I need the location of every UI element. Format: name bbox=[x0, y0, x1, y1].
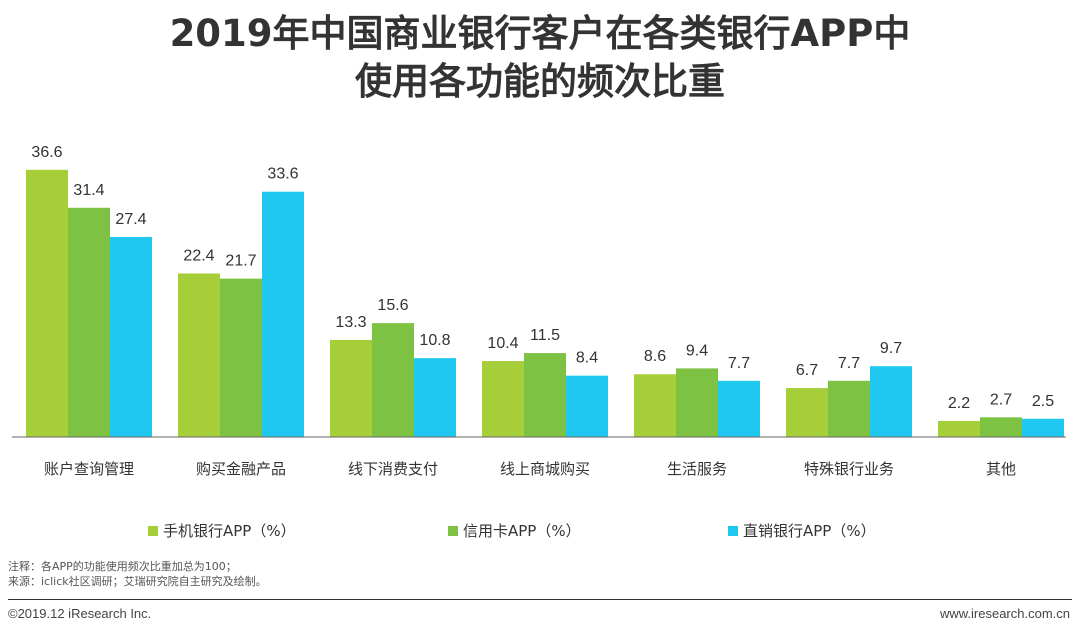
value-label-mobile-banking-life-service: 8.6 bbox=[644, 348, 666, 365]
bar-mobile-banking-online-mall bbox=[482, 361, 524, 437]
bar-credit-card-online-mall bbox=[524, 353, 566, 437]
legend-item-mobile-banking: 手机银行APP（%） bbox=[148, 520, 296, 541]
bar-credit-card-offline-payment bbox=[372, 323, 414, 437]
bar-mobile-banking-special-banking bbox=[786, 388, 828, 437]
value-label-credit-card-online-mall: 11.5 bbox=[530, 327, 560, 344]
bar-credit-card-buy-financial bbox=[220, 278, 262, 437]
chart-title-line-2: 使用各功能的频次比重 bbox=[355, 60, 725, 103]
value-labels-group: 36.6 31.4 27.4 22.4 21.7 33.6 13.3 15.6 10.8 10.4… bbox=[31, 144, 1054, 412]
notes: 注释：各APP的功能使用频次比重加总为100； 来源：iclick社区调研；艾瑞… bbox=[8, 559, 267, 589]
legend-item-credit-card: 信用卡APP（%） bbox=[448, 520, 581, 541]
bar-credit-card-other bbox=[980, 417, 1022, 437]
bar-direct-bank-account-query bbox=[110, 236, 152, 437]
bar-mobile-banking-account-query bbox=[26, 169, 68, 437]
bar-direct-bank-other bbox=[1022, 418, 1064, 437]
category-label-account-query: 账户查询管理 bbox=[44, 460, 134, 478]
legend-label-direct-bank: 直销银行APP（%） bbox=[743, 522, 876, 540]
category-label-offline-payment: 线下消费支付 bbox=[348, 460, 438, 478]
bars-group bbox=[26, 169, 1064, 437]
bar-direct-bank-offline-payment bbox=[414, 358, 456, 437]
value-label-mobile-banking-online-mall: 10.4 bbox=[487, 335, 518, 352]
legend: 手机银行APP（%） 信用卡APP（%） 直销银行APP（%） bbox=[0, 520, 1080, 544]
category-label-online-mall: 线上商城购买 bbox=[500, 460, 590, 478]
category-label-buy-financial: 购买金融产品 bbox=[196, 460, 286, 478]
value-label-credit-card-life-service: 9.4 bbox=[686, 342, 708, 359]
value-label-credit-card-account-query: 31.4 bbox=[73, 182, 104, 199]
category-label-special-banking: 特殊银行业务 bbox=[804, 460, 894, 478]
category-label-other: 其他 bbox=[986, 460, 1016, 478]
bar-credit-card-life-service bbox=[676, 368, 718, 437]
legend-swatch-credit-card bbox=[448, 525, 458, 536]
footer-divider bbox=[8, 599, 1072, 600]
bar-direct-bank-buy-financial bbox=[262, 191, 304, 437]
category-label-life-service: 生活服务 bbox=[667, 460, 727, 478]
copyright-text: ©2019.12 iResearch Inc. bbox=[8, 606, 152, 621]
bar-direct-bank-online-mall bbox=[566, 375, 608, 437]
source-text: 来源：iclick社区调研；艾瑞研究院自主研究及绘制。 bbox=[8, 575, 267, 588]
legend-label-mobile-banking: 手机银行APP（%） bbox=[163, 522, 296, 540]
value-label-direct-bank-buy-financial: 33.6 bbox=[267, 166, 298, 183]
bar-credit-card-account-query bbox=[68, 207, 110, 437]
bar-direct-bank-special-banking bbox=[870, 366, 912, 437]
value-label-credit-card-buy-financial: 21.7 bbox=[225, 253, 256, 270]
bar-mobile-banking-life-service bbox=[634, 374, 676, 437]
note-text: 注释：各APP的功能使用频次比重加总为100； bbox=[8, 560, 237, 573]
bar-direct-bank-life-service bbox=[718, 380, 760, 437]
legend-swatch-mobile-banking bbox=[148, 525, 158, 536]
legend-item-direct-bank: 直销银行APP（%） bbox=[728, 520, 876, 541]
bar-mobile-banking-buy-financial bbox=[178, 273, 220, 437]
website-link[interactable]: www.iresearch.com.cn bbox=[939, 606, 1070, 621]
value-label-credit-card-offline-payment: 15.6 bbox=[377, 297, 408, 314]
value-label-mobile-banking-offline-payment: 13.3 bbox=[335, 314, 366, 331]
value-label-mobile-banking-account-query: 36.6 bbox=[31, 144, 62, 161]
bar-mobile-banking-other bbox=[938, 420, 980, 437]
value-label-mobile-banking-other: 2.2 bbox=[948, 395, 970, 412]
chart-title-line-1: 2019年中国商业银行客户在各类银行APP中 bbox=[169, 12, 911, 55]
value-label-direct-bank-special-banking: 9.7 bbox=[880, 340, 902, 357]
value-label-direct-bank-offline-payment: 10.8 bbox=[419, 332, 450, 349]
value-label-direct-bank-account-query: 27.4 bbox=[115, 211, 146, 228]
bar-mobile-banking-offline-payment bbox=[330, 339, 372, 437]
category-labels-group: 账户查询管理 购买金融产品 线下消费支付 线上商城购买 生活服务 特殊银行业务 其他 bbox=[44, 460, 1016, 478]
legend-swatch-direct-bank bbox=[728, 525, 738, 536]
bar-credit-card-special-banking bbox=[828, 380, 870, 437]
value-label-credit-card-other: 2.7 bbox=[990, 391, 1012, 408]
value-label-mobile-banking-special-banking: 6.7 bbox=[796, 362, 818, 379]
legend-label-credit-card: 信用卡APP（%） bbox=[463, 522, 581, 540]
value-label-mobile-banking-buy-financial: 22.4 bbox=[183, 247, 214, 264]
value-label-direct-bank-life-service: 7.7 bbox=[728, 355, 750, 372]
value-label-credit-card-special-banking: 7.7 bbox=[838, 355, 860, 372]
chart-title: 2019年中国商业银行客户在各类银行APP中 使用各功能的频次比重 bbox=[0, 10, 1080, 106]
value-label-direct-bank-online-mall: 8.4 bbox=[576, 350, 598, 367]
value-label-direct-bank-other: 2.5 bbox=[1032, 393, 1054, 410]
